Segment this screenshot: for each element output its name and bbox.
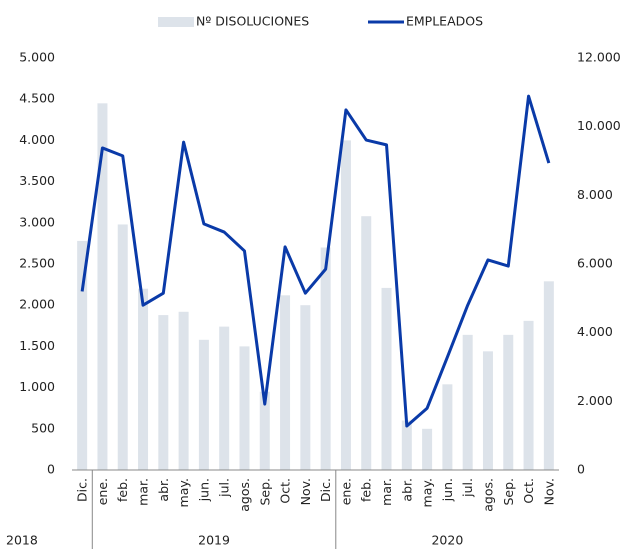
group-label: 2020 [431,533,463,548]
x-tick-label: jun. [440,478,455,502]
group-label: 2019 [198,533,230,548]
y-tick-label: 1.500 [19,338,55,353]
y2-tick-label: 8.000 [577,187,613,202]
bar [442,384,453,470]
bar [178,311,189,470]
bar [219,326,230,470]
x-tick-label: feb. [115,478,130,502]
line [80,94,551,428]
y-tick-label: 3.500 [19,173,55,188]
group-label: 2018 [6,533,38,548]
x-tick-label: agos. [480,478,495,512]
bar [117,224,128,470]
bar [401,420,412,470]
x-tick-label: jun. [196,478,211,502]
y2-tick-label: 0 [577,462,585,477]
y2-tick-label: 10.000 [577,118,621,133]
bar [320,247,331,470]
bar [97,103,108,470]
y-tick-label: 4.500 [19,91,55,106]
x-tick-label: Nov. [298,478,313,505]
y2-tick-label: 12.000 [577,50,621,65]
x-tick-label: jul. [217,478,232,498]
x-tick-label: Oct. [521,478,536,504]
x-tick-label: abr. [399,478,414,502]
x-tick-label: Dic. [75,478,90,502]
y2-tick-label: 2.000 [577,393,613,408]
x-tick-label: Dic. [318,478,333,502]
x-tick-label: Sep. [501,478,516,506]
bar [422,428,433,470]
x-tick-label: Sep. [257,478,272,506]
bar [239,346,250,470]
bar [503,334,514,470]
bar [280,295,291,470]
y-tick-label: 1.000 [19,379,55,394]
bar [462,334,473,470]
y-tick-label: 500 [31,420,55,435]
bar [543,281,554,470]
bar [381,287,392,470]
x-tick-label: ene. [338,478,353,505]
bar [158,315,169,470]
y-tick-label: 2.000 [19,297,55,312]
x-tick-label: jul. [460,478,475,498]
legend-swatch [158,17,194,27]
bar [300,305,311,470]
y-tick-label: 5.000 [19,50,55,65]
bar [138,288,149,470]
y-tick-label: 2.500 [19,256,55,271]
bar [361,216,372,470]
x-tick-label: feb. [359,478,374,502]
y2-tick-label: 6.000 [577,256,613,271]
y-tick-label: 4.000 [19,132,55,147]
legend-label: Nº DISOLUCIONES [196,14,309,29]
x-tick-label: may. [420,478,435,507]
x-tick-label: may. [176,478,191,507]
y2-tick-label: 4.000 [577,324,613,339]
bar [259,391,270,470]
x-tick-label: agos. [237,478,252,512]
x-tick-label: abr. [156,478,171,502]
legend-label: EMPLEADOS [406,14,483,29]
bar [523,320,534,470]
x-tick-label: ene. [95,478,110,505]
y-tick-label: 3.000 [19,214,55,229]
x-tick-label: mar. [379,478,394,506]
y-tick-label: 0 [47,462,55,477]
bar [340,140,351,470]
x-tick-label: mar. [136,478,151,506]
bar [482,351,493,470]
bar [198,339,209,470]
x-tick-label: Oct. [278,478,293,504]
bar [77,240,88,470]
x-tick-label: Nov. [541,478,556,505]
